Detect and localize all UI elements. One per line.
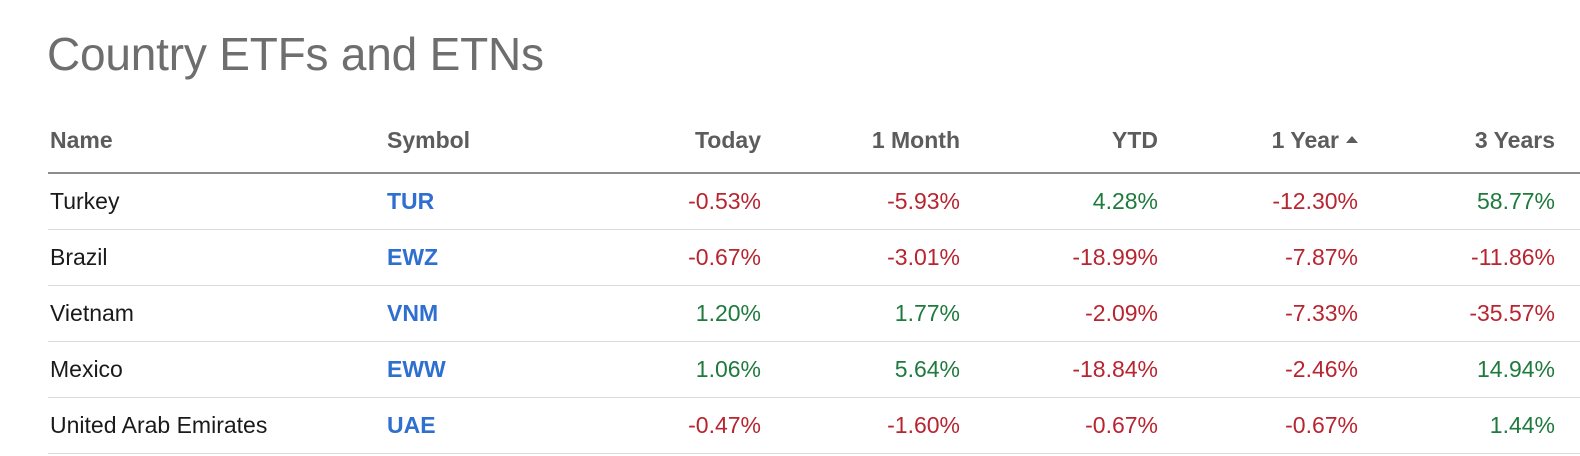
cell-symbol: TUR	[387, 174, 587, 229]
column-header-1-year[interactable]: 1 Year	[1158, 108, 1358, 172]
cell-name: Turkey	[50, 188, 120, 214]
cell-1-year: -0.67%	[1285, 412, 1358, 438]
cell-1-month: -1.60%	[887, 412, 960, 438]
cell-1-month: -3.01%	[887, 244, 960, 270]
cell-name: Brazil	[50, 244, 108, 270]
cell-1-year: -7.33%	[1285, 300, 1358, 326]
cell-symbol: UAE	[387, 398, 587, 453]
cell-ytd: -0.67%	[1085, 412, 1158, 438]
table-row[interactable]: Vietnam VNM 1.20% 1.77% -2.09% -7.33% -35.57%	[48, 286, 1580, 342]
symbol-link[interactable]: EWW	[387, 356, 446, 382]
column-header-1-month[interactable]: 1 Month	[871, 126, 960, 153]
symbol-link[interactable]: UAE	[387, 412, 436, 438]
sort-ascending-icon	[1346, 135, 1358, 143]
cell-3-years: -11.86%	[1471, 244, 1555, 270]
column-header-ytd[interactable]: YTD	[1112, 126, 1158, 153]
cell-today: -0.53%	[688, 188, 761, 214]
cell-1-month: -5.93%	[887, 188, 960, 214]
cell-name: Vietnam	[50, 300, 134, 326]
cell-name: Mexico	[50, 356, 123, 382]
cell-today: 1.20%	[695, 300, 761, 326]
symbol-link[interactable]: TUR	[387, 188, 435, 214]
cell-3-years: 58.77%	[1476, 188, 1555, 214]
symbol-link[interactable]: VNM	[387, 300, 439, 326]
cell-1-month: 5.64%	[894, 356, 960, 382]
cell-3-years: 14.94%	[1476, 356, 1555, 382]
page-title: Country ETFs and ETNs	[47, 28, 544, 80]
cell-ytd: -18.84%	[1072, 356, 1158, 382]
cell-ytd: -2.09%	[1085, 300, 1158, 326]
cell-1-year: -7.87%	[1285, 244, 1358, 270]
cell-symbol: EWW	[387, 342, 587, 397]
column-header-1-year-label: 1 Year	[1271, 126, 1339, 153]
cell-today: -0.67%	[688, 244, 761, 270]
table-row[interactable]: Turkey TUR -0.53% -5.93% 4.28% -12.30% 58.77%	[48, 174, 1580, 230]
column-header-name[interactable]: Name	[50, 126, 113, 153]
cell-1-year: -12.30%	[1272, 188, 1358, 214]
table-header-row: Name Symbol Today 1 Month YTD 1 Year 3 Y…	[48, 108, 1580, 174]
cell-ytd: -18.99%	[1072, 244, 1158, 270]
cell-1-year: -2.46%	[1285, 356, 1358, 382]
cell-3-years: 1.44%	[1489, 412, 1555, 438]
symbol-link[interactable]: EWZ	[387, 244, 439, 270]
cell-name: United Arab Emirates	[50, 412, 268, 438]
table-row[interactable]: United Arab Emirates UAE -0.47% -1.60% -0.67…	[48, 398, 1580, 454]
cell-today: 1.06%	[695, 356, 761, 382]
column-header-today[interactable]: Today	[694, 126, 761, 153]
column-header-symbol[interactable]: Symbol	[387, 126, 471, 153]
table-row[interactable]: Mexico EWW 1.06% 5.64% -18.84% -2.46% 14.94%	[48, 342, 1580, 398]
table-row[interactable]: Brazil EWZ -0.67% -3.01% -18.99% -7.87% -11.86…	[48, 230, 1580, 286]
cell-symbol: EWZ	[387, 230, 587, 285]
cell-symbol: VNM	[387, 286, 587, 341]
cell-today: -0.47%	[688, 412, 761, 438]
etf-table: Name Symbol Today 1 Month YTD 1 Year 3 Y…	[48, 108, 1580, 454]
table-body: Turkey TUR -0.53% -5.93% 4.28% -12.30% 58.77% B…	[48, 174, 1580, 454]
cell-3-years: -35.57%	[1469, 300, 1555, 326]
cell-ytd: 4.28%	[1092, 188, 1158, 214]
cell-1-month: 1.77%	[894, 300, 960, 326]
column-header-3-years[interactable]: 3 Years	[1474, 126, 1555, 153]
